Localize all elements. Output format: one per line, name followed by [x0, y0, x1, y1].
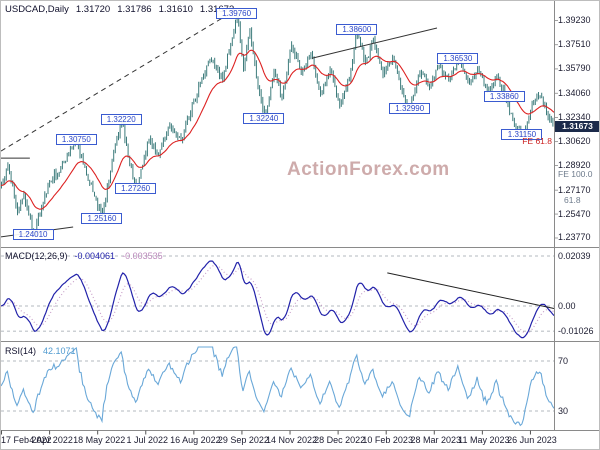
date-label: 14 Nov 2022 [265, 435, 318, 445]
price-axis-label: 1.30620 [558, 136, 591, 147]
rsi-label-row: RSI(14) 42.1071 [5, 346, 76, 356]
price-axis-label: 1.28920 [558, 160, 591, 171]
price-swing-label: 1.39760 [216, 7, 258, 19]
macd-line [1, 260, 555, 339]
macd-axis-label: -0.01026 [558, 325, 594, 336]
price-swing-label: 1.25160 [81, 212, 123, 224]
price-axis-label: 1.39230 [558, 15, 591, 26]
price-swing-label: 1.32220 [100, 113, 142, 125]
price-axis-label: 1.23770 [558, 232, 591, 243]
rsi-axis-label: 30 [558, 405, 569, 416]
macd-trendline [387, 272, 555, 309]
price-axis-label: 1.35790 [558, 63, 591, 74]
price-swing-label: 1.27260 [115, 183, 157, 195]
price-axis-label: 1.34060 [558, 87, 591, 98]
date-label: 4 Apr 2022 [29, 435, 73, 445]
date-label: 10 Feb 2023 [362, 435, 413, 445]
price-swing-label: 1.30750 [55, 134, 97, 146]
date-label: 1 Jul 2022 [126, 435, 169, 445]
price-swing-label: 1.38600 [336, 23, 378, 35]
date-label: 17 Feb 2022 [1, 435, 52, 445]
ohlc-open: 1.31720 [75, 4, 111, 15]
price-axis-label: 1.25470 [558, 208, 591, 219]
macd-label-row: MACD(12,26,9) -0.004061 -0.003535 [5, 251, 163, 261]
macd-indicator-name: MACD(12,26,9) [5, 251, 68, 261]
chart-title-bar: USDCAD,Daily 1.31720 1.31786 1.31610 1.3… [5, 4, 234, 15]
price-axis-label: 1.32340 [558, 111, 591, 122]
price-swing-label: 1.36530 [437, 53, 479, 64]
macd-value: -0.004061 [74, 251, 116, 261]
date-label: 16 Aug 2022 [170, 435, 221, 445]
price-swing-label: 1.33860 [483, 90, 525, 102]
date-label: 18 May 2022 [73, 435, 126, 445]
rsi-axis-label: 70 [558, 355, 569, 366]
rsi-line [1, 346, 555, 427]
macd-axis-label: 0.02039 [558, 250, 591, 261]
date-label: 28 Mar 2023 [410, 435, 462, 445]
fib-expansion-label: FE 61.8 [522, 136, 552, 147]
solid-trendline [311, 27, 438, 59]
macd-signal-value: -0.003535 [122, 251, 163, 261]
price-swing-label: 1.32990 [389, 102, 431, 114]
price-swing-label: 1.32240 [243, 113, 285, 125]
price-swing-label: 1.31150 [501, 128, 543, 140]
macd-signal-line [1, 264, 555, 334]
symbol-timeframe: USDCAD,Daily [5, 4, 69, 15]
moving-average-line [1, 49, 555, 210]
price-axis-label: 1.27170 [558, 184, 591, 195]
ohlc-low: 1.31610 [158, 4, 193, 15]
current-price-tag: 1.31673 [555, 121, 599, 133]
date-label: 26 Jun 2023 [507, 435, 557, 445]
ohlc-high: 1.31786 [117, 4, 152, 15]
price-axis-label: 1.37510 [558, 39, 591, 50]
date-label: 11 May 2023 [458, 435, 510, 445]
fib-level-label: FE 100.0 [558, 169, 593, 180]
ohlc-close: 1.31673 [199, 4, 235, 15]
fib-level-label: 61.8 [564, 194, 581, 205]
watermark: ActionForex.com [287, 159, 450, 180]
dashed-trendline [1, 9, 236, 152]
rsi-indicator-name: RSI(14) [5, 346, 37, 356]
date-label: 28 Dec 2022 [314, 435, 366, 445]
macd-axis-label: 0.00 [558, 300, 576, 311]
date-label: 29 Sep 2022 [217, 435, 269, 445]
price-swing-label: 1.24010 [12, 229, 54, 241]
rsi-value: 42.1071 [43, 346, 76, 356]
